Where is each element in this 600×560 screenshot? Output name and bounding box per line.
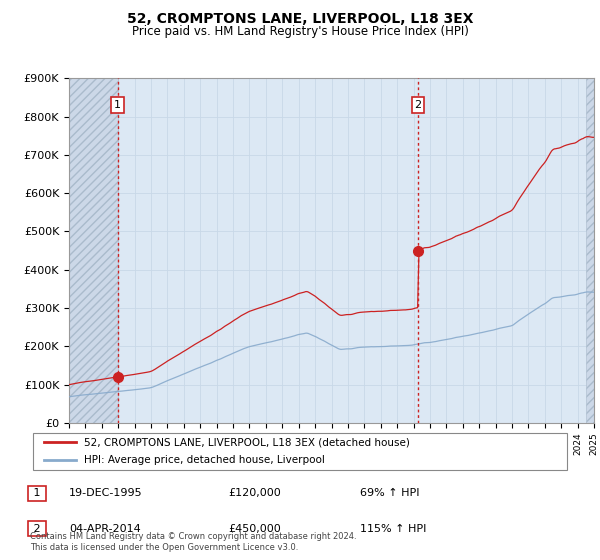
Text: Contains HM Land Registry data © Crown copyright and database right 2024.
This d: Contains HM Land Registry data © Crown c…	[30, 532, 356, 552]
Text: 52, CROMPTONS LANE, LIVERPOOL, L18 3EX: 52, CROMPTONS LANE, LIVERPOOL, L18 3EX	[127, 12, 473, 26]
Bar	[69, 78, 118, 423]
Text: 1: 1	[30, 488, 44, 498]
Text: HPI: Average price, detached house, Liverpool: HPI: Average price, detached house, Live…	[84, 455, 325, 465]
Text: 115% ↑ HPI: 115% ↑ HPI	[360, 524, 427, 534]
Text: 04-APR-2014: 04-APR-2014	[69, 524, 141, 534]
Text: 2: 2	[30, 524, 44, 534]
Text: 2: 2	[415, 100, 422, 110]
Text: £450,000: £450,000	[228, 524, 281, 534]
Text: 1: 1	[114, 100, 121, 110]
Text: £120,000: £120,000	[228, 488, 281, 498]
Text: Price paid vs. HM Land Registry's House Price Index (HPI): Price paid vs. HM Land Registry's House …	[131, 25, 469, 38]
FancyBboxPatch shape	[33, 433, 568, 469]
Text: 19-DEC-1995: 19-DEC-1995	[69, 488, 143, 498]
Bar	[586, 78, 596, 423]
Text: 69% ↑ HPI: 69% ↑ HPI	[360, 488, 419, 498]
Text: 52, CROMPTONS LANE, LIVERPOOL, L18 3EX (detached house): 52, CROMPTONS LANE, LIVERPOOL, L18 3EX (…	[84, 437, 410, 447]
